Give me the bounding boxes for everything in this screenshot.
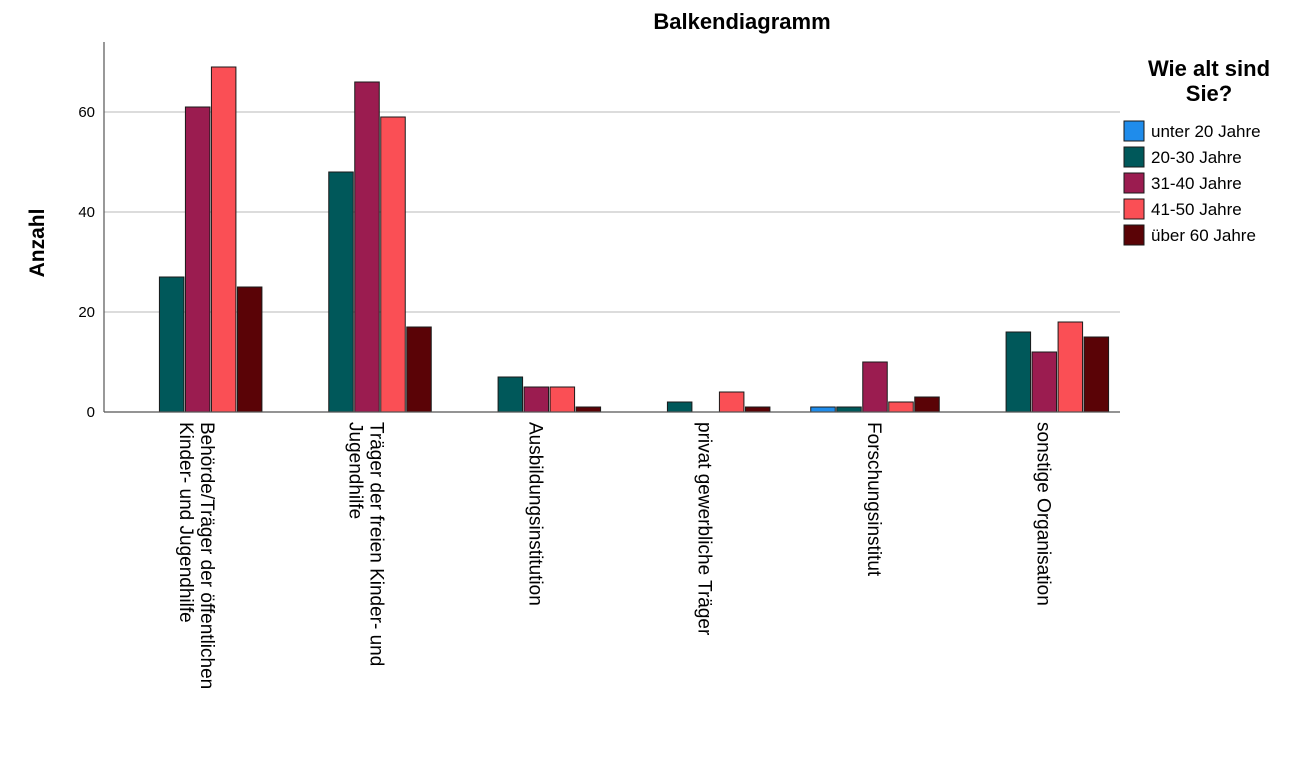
legend-entry: 41-50 Jahre (1151, 200, 1242, 219)
bar (328, 171, 354, 413)
bar (914, 396, 940, 413)
y-axis-label: Anzahl (26, 209, 49, 278)
chart-title: Balkendiagramm (653, 9, 830, 34)
bar (575, 406, 602, 413)
legend-title: Wie alt sind (1148, 56, 1270, 81)
x-tick-label: Behörde/Träger der öffentlichen (196, 422, 217, 689)
bar (184, 106, 211, 413)
bar (810, 406, 836, 413)
legend-swatch (1123, 172, 1145, 194)
bar (1083, 336, 1110, 413)
bar (862, 361, 888, 413)
axes (103, 42, 1120, 413)
y-tick-label: 0 (87, 404, 95, 421)
bar (1057, 321, 1084, 413)
x-tick-label: privat gewerbliche Träger (694, 422, 715, 636)
legend-swatch (1123, 146, 1145, 168)
legend-entry: 31-40 Jahre (1151, 174, 1242, 193)
bar (210, 66, 237, 413)
y-tick-labels: 0 20 40 60 (78, 104, 95, 421)
x-tick-label: Kinder- und Jugendhilfe (175, 422, 196, 623)
bar (744, 406, 771, 413)
x-tick-label: Jugendhilfe (345, 422, 366, 519)
legend-swatch (1123, 198, 1145, 220)
y-tick-label: 60 (78, 104, 95, 121)
bar (549, 386, 576, 413)
bar (718, 391, 745, 413)
legend-swatch (1123, 120, 1145, 142)
x-tick-label: Forschungsinstitut (863, 422, 884, 577)
gridlines (104, 111, 1120, 313)
bar (888, 401, 914, 413)
bar (158, 276, 185, 413)
x-tick-label: sonstige Organisation (1032, 422, 1053, 606)
legend-entry: unter 20 Jahre (1151, 122, 1261, 141)
bars (158, 66, 1110, 413)
y-tick-label: 40 (78, 204, 95, 221)
bar (406, 326, 432, 413)
legend-entry: über 60 Jahre (1151, 226, 1256, 245)
bar (666, 401, 693, 413)
x-tick-label: Ausbildungsinstitution (524, 422, 545, 606)
bar (380, 116, 406, 413)
legend-title: Sie? (1186, 81, 1232, 106)
bar (836, 406, 862, 413)
bar (354, 81, 380, 413)
bar (236, 286, 263, 413)
bar (1005, 331, 1032, 413)
y-tick-label: 20 (78, 304, 95, 321)
x-tick-label: Träger der freien Kinder- und (366, 422, 387, 666)
bar (523, 386, 550, 413)
bar (1031, 351, 1058, 413)
legend-entry: 20-30 Jahre (1151, 148, 1242, 167)
bar (497, 376, 524, 413)
legend-swatch (1123, 224, 1145, 246)
